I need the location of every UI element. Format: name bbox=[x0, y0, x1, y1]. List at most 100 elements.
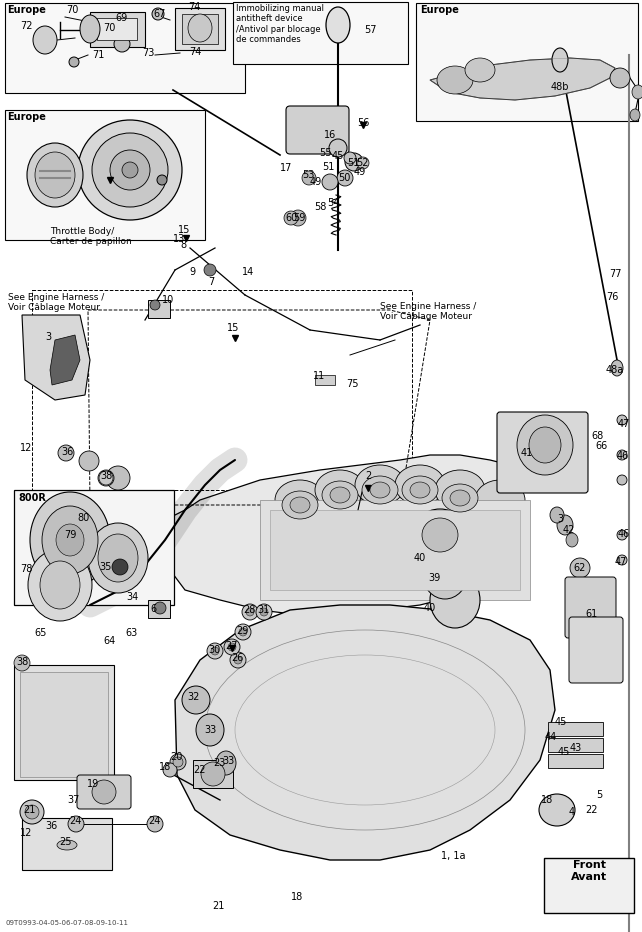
Bar bbox=[416, 3, 638, 121]
Text: 50: 50 bbox=[338, 173, 350, 183]
Ellipse shape bbox=[122, 162, 138, 178]
Polygon shape bbox=[165, 455, 520, 615]
Ellipse shape bbox=[412, 509, 468, 561]
Bar bbox=[22, 818, 112, 870]
Ellipse shape bbox=[173, 757, 183, 767]
Ellipse shape bbox=[182, 686, 210, 714]
Text: 09T0993-04-05-06-07-08-09-10-11: 09T0993-04-05-06-07-08-09-10-11 bbox=[5, 920, 128, 926]
Ellipse shape bbox=[224, 639, 240, 655]
Text: 65: 65 bbox=[35, 628, 48, 638]
Text: 71: 71 bbox=[92, 50, 104, 60]
Ellipse shape bbox=[422, 518, 458, 552]
Ellipse shape bbox=[395, 465, 445, 505]
Text: 60: 60 bbox=[285, 213, 297, 223]
Bar bbox=[148, 300, 170, 318]
Bar bbox=[175, 8, 225, 50]
Text: 27: 27 bbox=[225, 641, 238, 651]
Text: 79: 79 bbox=[64, 530, 76, 540]
Bar bbox=[315, 375, 335, 385]
Ellipse shape bbox=[362, 476, 398, 504]
Ellipse shape bbox=[99, 471, 113, 485]
Ellipse shape bbox=[211, 647, 219, 655]
Text: Europe: Europe bbox=[7, 5, 46, 15]
Ellipse shape bbox=[246, 608, 254, 616]
Ellipse shape bbox=[552, 48, 568, 72]
Ellipse shape bbox=[430, 572, 480, 628]
Ellipse shape bbox=[260, 608, 268, 616]
Ellipse shape bbox=[58, 445, 74, 461]
Text: 47: 47 bbox=[618, 419, 630, 429]
Ellipse shape bbox=[92, 780, 116, 804]
Ellipse shape bbox=[150, 300, 160, 310]
Text: 66: 66 bbox=[595, 441, 607, 451]
Text: 45: 45 bbox=[555, 717, 567, 727]
Ellipse shape bbox=[617, 530, 627, 540]
Text: 22: 22 bbox=[194, 765, 206, 775]
Ellipse shape bbox=[196, 714, 224, 746]
Text: 40: 40 bbox=[414, 553, 426, 563]
Ellipse shape bbox=[539, 794, 575, 826]
Ellipse shape bbox=[80, 15, 100, 43]
Text: 49: 49 bbox=[310, 177, 322, 187]
Ellipse shape bbox=[632, 85, 642, 99]
Text: 46: 46 bbox=[618, 529, 630, 539]
Ellipse shape bbox=[357, 157, 369, 169]
Ellipse shape bbox=[566, 533, 578, 547]
Text: 76: 76 bbox=[606, 292, 618, 302]
Ellipse shape bbox=[78, 120, 182, 220]
Text: 8: 8 bbox=[180, 240, 186, 250]
Text: 38: 38 bbox=[100, 471, 112, 481]
Bar bbox=[270, 510, 520, 590]
Polygon shape bbox=[175, 605, 555, 860]
Bar bbox=[548, 754, 603, 768]
Text: 17: 17 bbox=[280, 163, 292, 173]
Ellipse shape bbox=[188, 14, 212, 42]
Text: 23: 23 bbox=[213, 758, 225, 768]
Text: 54: 54 bbox=[327, 198, 339, 208]
Bar bbox=[193, 760, 233, 788]
Ellipse shape bbox=[345, 153, 363, 171]
Ellipse shape bbox=[30, 492, 110, 588]
Bar bbox=[5, 110, 205, 240]
Text: Front
Avant: Front Avant bbox=[571, 860, 607, 882]
Bar bbox=[548, 722, 603, 736]
Text: 69: 69 bbox=[116, 13, 128, 23]
Text: 46: 46 bbox=[617, 451, 629, 461]
Text: 55: 55 bbox=[318, 148, 331, 158]
Ellipse shape bbox=[239, 628, 247, 636]
Ellipse shape bbox=[25, 805, 39, 819]
Text: 48b: 48b bbox=[551, 82, 569, 92]
Text: 45: 45 bbox=[558, 747, 570, 757]
Text: 18: 18 bbox=[291, 892, 303, 902]
Text: 51: 51 bbox=[322, 162, 334, 172]
Ellipse shape bbox=[33, 26, 57, 54]
Ellipse shape bbox=[435, 470, 485, 510]
FancyBboxPatch shape bbox=[569, 617, 623, 683]
Text: 59: 59 bbox=[293, 213, 305, 223]
Text: 21: 21 bbox=[212, 901, 224, 911]
Text: 19: 19 bbox=[87, 779, 99, 789]
FancyBboxPatch shape bbox=[286, 106, 349, 154]
Bar bbox=[548, 738, 603, 752]
Text: 33: 33 bbox=[204, 725, 216, 735]
Text: 51: 51 bbox=[347, 158, 359, 168]
Text: 80: 80 bbox=[78, 513, 90, 523]
Ellipse shape bbox=[550, 507, 564, 523]
Ellipse shape bbox=[92, 133, 168, 207]
Bar bbox=[544, 858, 634, 913]
Ellipse shape bbox=[201, 762, 225, 786]
Ellipse shape bbox=[56, 524, 84, 556]
Text: 34: 34 bbox=[126, 592, 138, 602]
Text: 26: 26 bbox=[231, 653, 243, 663]
Ellipse shape bbox=[88, 523, 148, 593]
Ellipse shape bbox=[322, 174, 338, 190]
Ellipse shape bbox=[402, 476, 438, 504]
Text: 1, 1a: 1, 1a bbox=[441, 851, 465, 861]
Text: 61: 61 bbox=[585, 609, 597, 619]
Bar bbox=[14, 665, 114, 780]
Text: 18: 18 bbox=[159, 762, 171, 772]
Text: 75: 75 bbox=[346, 379, 358, 389]
Ellipse shape bbox=[112, 559, 128, 575]
Text: Europe: Europe bbox=[7, 112, 46, 122]
Ellipse shape bbox=[302, 171, 316, 185]
